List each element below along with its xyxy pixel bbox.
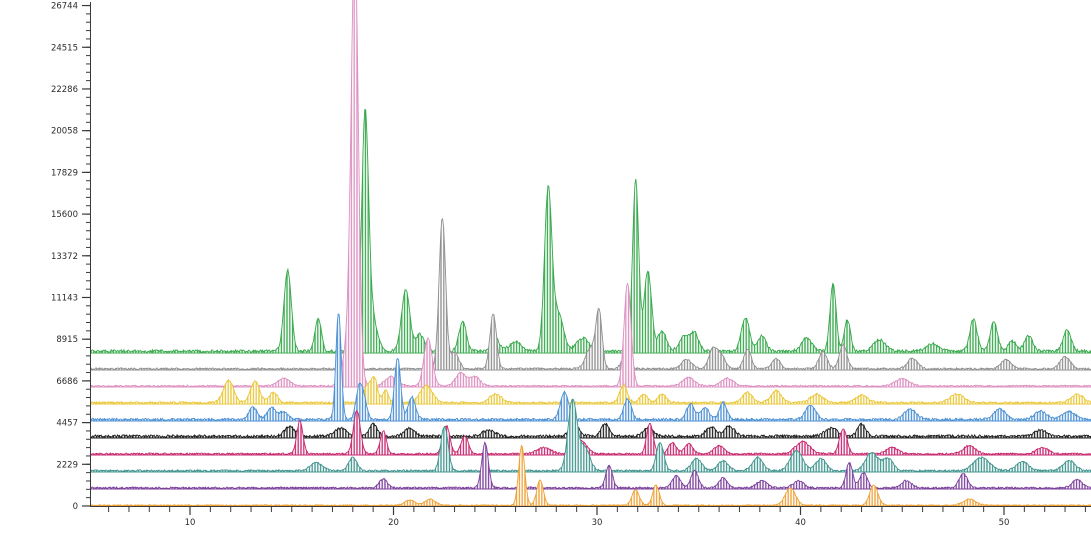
- y-tick-label-0: 0: [73, 502, 78, 512]
- series-pink: [90, 0, 1091, 388]
- x-tick-label-50: 50: [999, 518, 1010, 528]
- y-tick-label-6686: 6686: [56, 377, 78, 387]
- y-tick-label-22286: 22286: [51, 85, 78, 95]
- axes-layer: [82, 2, 1091, 515]
- y-tick-label-4457: 4457: [56, 419, 78, 429]
- series-magenta: [90, 409, 1091, 456]
- series-violet: [90, 441, 1091, 490]
- tick-labels: 0 2229 4457 6686 8915 11143 13372 15600 17829 200…: [51, 2, 1009, 528]
- y-tick-label-13372: 13372: [51, 252, 78, 262]
- y-tick-label-17829: 17829: [51, 168, 78, 178]
- x-tick-label-40: 40: [795, 518, 806, 528]
- y-tick-label-20058: 20058: [51, 127, 78, 137]
- series-green: [90, 108, 1091, 354]
- series-blue: [90, 313, 1091, 422]
- series-teal: [90, 398, 1091, 473]
- y-tick-label-26744: 26744: [51, 2, 78, 12]
- traces-layer: [90, 0, 1091, 506]
- y-tick-label-15600: 15600: [51, 210, 78, 220]
- series-yellow: [90, 376, 1091, 405]
- x-tick-label-10: 10: [185, 518, 196, 528]
- series-orange: [90, 444, 1091, 506]
- y-tick-label-24515: 24515: [51, 43, 78, 53]
- x-tick-label-30: 30: [592, 518, 603, 528]
- y-tick-label-11143: 11143: [51, 293, 78, 303]
- y-tick-label-2229: 2229: [56, 460, 78, 470]
- series-gray: [90, 217, 1091, 371]
- series-black: [90, 422, 1091, 439]
- y-tick-label-8915: 8915: [56, 335, 78, 345]
- x-tick-label-20: 20: [388, 518, 399, 528]
